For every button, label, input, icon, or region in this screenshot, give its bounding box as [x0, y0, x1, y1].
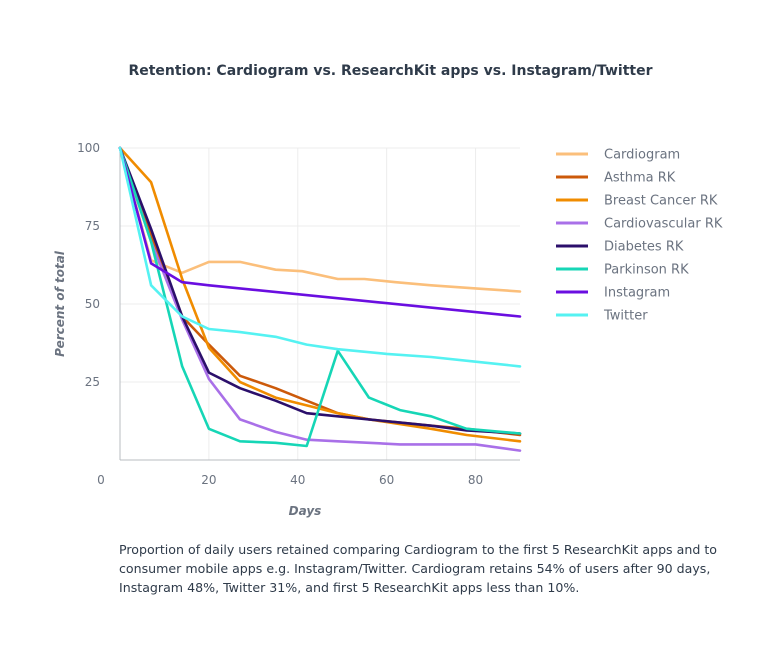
axes: 20 40 60 80 25 50 75 100 0	[77, 141, 520, 487]
x-tick-label: 40	[290, 473, 305, 487]
legend-label: Breast Cancer RK	[604, 194, 718, 209]
series-lines	[118, 146, 522, 452]
series-line-cardiogram	[118, 146, 522, 293]
legend-label: Asthma RK	[604, 171, 676, 186]
y-axis-label: Percent of total	[53, 250, 67, 357]
y-tick-label: 25	[85, 375, 100, 389]
legend-label: Instagram	[604, 286, 670, 301]
x-tick-label: 20	[201, 473, 216, 487]
x-origin-label: 0	[97, 473, 105, 487]
legend-item-twitter: Twitter	[556, 309, 648, 324]
chart-caption: Proportion of daily users retained compa…	[119, 542, 717, 595]
series-line-parkinson-rk	[118, 146, 522, 448]
legend-label: Diabetes RK	[604, 240, 684, 255]
legend-item-parkinson-rk: Parkinson RK	[556, 263, 689, 278]
series-line-cardiovascular-rk	[118, 146, 522, 452]
legend-item-breast-cancer-rk: Breast Cancer RK	[556, 194, 718, 209]
series-line-breast-cancer-rk	[118, 146, 522, 443]
legend-item-cardiovascular-rk: Cardiovascular RK	[556, 217, 723, 232]
chart-title: Retention: Cardiogram vs. ResearchKit ap…	[128, 63, 653, 79]
x-tick-label: 80	[468, 473, 483, 487]
legend-label: Cardiovascular RK	[604, 217, 723, 232]
y-tick-label: 50	[85, 297, 100, 311]
series-line-diabetes-rk	[118, 146, 522, 435]
x-tick-label: 60	[379, 473, 394, 487]
legend-item-asthma-rk: Asthma RK	[556, 171, 676, 186]
series-line-asthma-rk	[118, 146, 522, 437]
series-line-twitter	[118, 146, 522, 368]
legend-label: Cardiogram	[604, 148, 680, 163]
y-tick-label: 75	[85, 219, 100, 233]
legend: Cardiogram Asthma RK Breast Cancer RK Cardi…	[556, 148, 723, 324]
grid	[120, 147, 520, 460]
legend-item-instagram: Instagram	[556, 286, 670, 301]
y-tick-label: 100	[77, 141, 100, 155]
legend-item-cardiogram: Cardiogram	[556, 148, 680, 163]
series-line-instagram	[118, 146, 522, 318]
x-axis-label: Days	[289, 504, 322, 518]
legend-item-diabetes-rk: Diabetes RK	[556, 240, 684, 255]
legend-label: Twitter	[603, 309, 648, 324]
retention-chart: 20 40 60 80 25 50 75 100 0 Cardiogram Asthma RK Br…	[53, 141, 723, 518]
legend-label: Parkinson RK	[604, 263, 689, 278]
